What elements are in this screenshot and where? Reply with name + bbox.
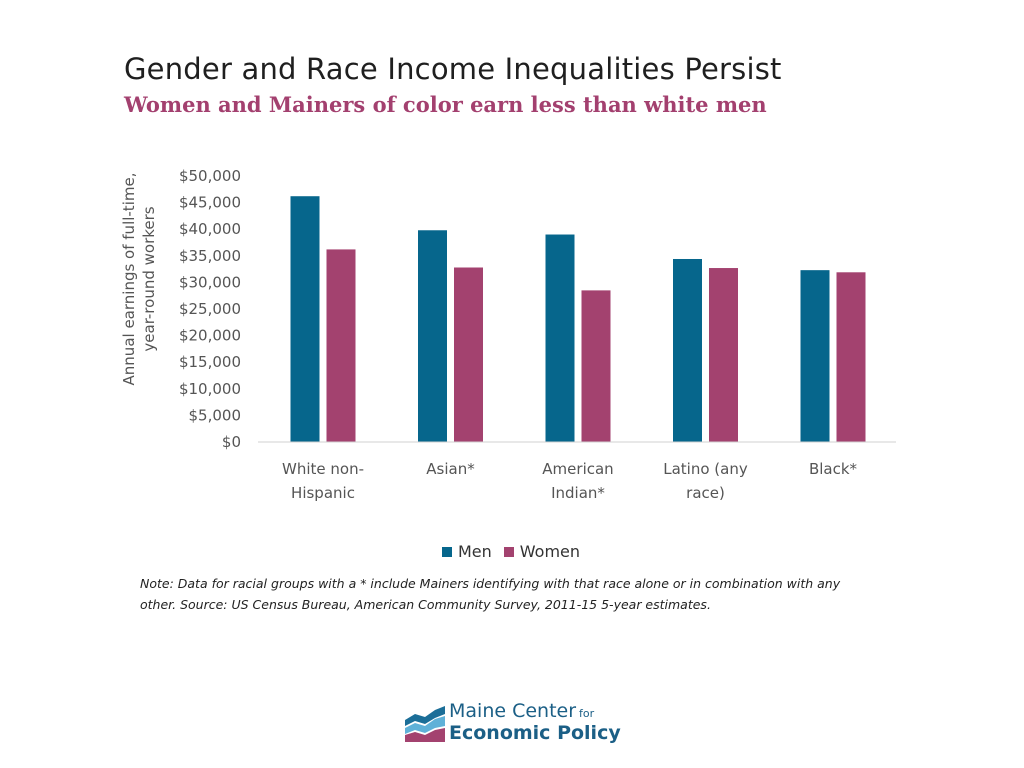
- x-tick-label: Black*: [809, 460, 858, 478]
- x-tick-label: White non-: [282, 460, 364, 478]
- y-tick-label: $35,000: [179, 247, 241, 265]
- bar-men-2: [545, 234, 575, 442]
- y-tick-label: $45,000: [179, 194, 241, 212]
- bar-men-3: [673, 258, 702, 442]
- bar-women-0: [326, 249, 356, 442]
- legend: Men Women: [442, 542, 592, 561]
- bar-women-3: [709, 268, 738, 442]
- note-line-1: Note: Data for racial groups with a * in…: [140, 576, 841, 591]
- x-tick-label: Asian*: [426, 460, 475, 478]
- y-axis-label-line: Annual earnings of full-time,: [120, 173, 138, 386]
- legend-label-men: Men: [458, 542, 492, 561]
- y-tick-label: $20,000: [179, 327, 241, 345]
- y-tick-label: $50,000: [179, 167, 241, 185]
- y-axis-label: Annual earnings of full-time, year-round …: [120, 173, 158, 386]
- y-tick-label: $15,000: [179, 353, 241, 371]
- legend-swatch-men: [442, 546, 452, 557]
- y-tick-label: $0: [222, 433, 241, 451]
- y-tick-label: $40,000: [179, 220, 241, 238]
- bar-women-2: [581, 290, 611, 442]
- logo-text-line-2: Economic Policy: [449, 722, 621, 744]
- y-tick-label: $5,000: [189, 406, 242, 424]
- chart-subtitle: Women and Mainers of color earn less tha…: [124, 92, 767, 117]
- note-line-2: other. Source: US Census Bureau, America…: [140, 597, 711, 612]
- bar-men-1: [418, 230, 447, 442]
- y-tick-label: $30,000: [179, 273, 241, 291]
- bar-men-0: [290, 196, 320, 442]
- chart-title: Gender and Race Income Inequalities Pers…: [124, 52, 782, 86]
- logo-text-line-1: Maine Center: [449, 700, 577, 722]
- y-axis-ticks: $0 $5,000 $10,000 $15,000 $20,000 $25,000 $30,…: [179, 167, 241, 451]
- x-tick-label: Indian*: [551, 484, 605, 502]
- bar-men-4: [800, 270, 830, 442]
- bar-women-4: [836, 272, 866, 442]
- x-tick-label: Latino (any: [663, 460, 748, 478]
- y-tick-label: $25,000: [179, 300, 241, 318]
- legend-swatch-women: [503, 546, 514, 557]
- logo-text-for: for: [579, 707, 595, 720]
- logo-mark-icon: [405, 705, 445, 742]
- legend-item-men: Men: [442, 542, 492, 561]
- y-tick-label: $10,000: [179, 380, 241, 398]
- mecep-logo: Maine Center for Economic Policy: [405, 702, 621, 743]
- bar-chart: Annual earnings of full-time, year-round …: [120, 167, 896, 502]
- bar-women-1: [454, 267, 483, 442]
- x-tick-label: American: [542, 460, 613, 478]
- x-tick-label: race): [686, 484, 725, 502]
- chart-note: Note: Data for racial groups with a * in…: [140, 573, 900, 615]
- y-axis-label-line: year-round workers: [140, 206, 158, 351]
- category-labels: White non- Hispanic Asian* American Indian* L…: [282, 460, 858, 502]
- legend-item-women: Women: [503, 542, 581, 561]
- bars: [290, 196, 866, 442]
- legend-label-women: Women: [519, 542, 581, 561]
- x-tick-label: Hispanic: [291, 484, 355, 502]
